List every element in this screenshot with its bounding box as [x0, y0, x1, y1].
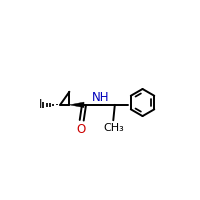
Text: CH₃: CH₃ — [104, 123, 124, 133]
Polygon shape — [69, 102, 84, 108]
Text: I: I — [39, 98, 42, 111]
Text: O: O — [76, 123, 86, 136]
Text: NH: NH — [92, 91, 110, 104]
